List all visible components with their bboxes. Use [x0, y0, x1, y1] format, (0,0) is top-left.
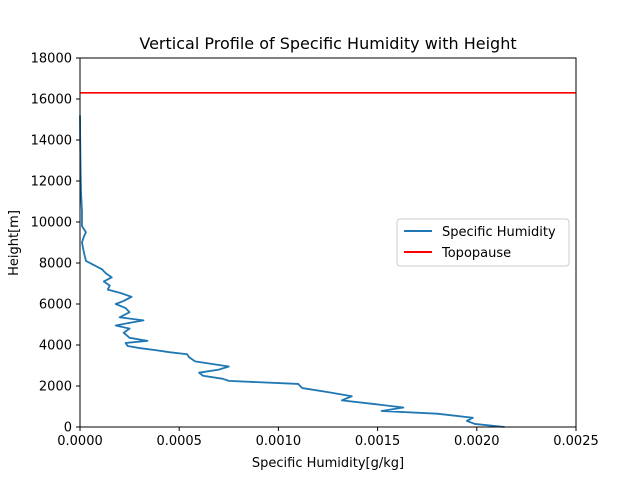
- x-tick-label: 0.0015: [355, 434, 401, 449]
- y-axis-label: Height[m]: [7, 210, 22, 276]
- plot-frame: [79, 57, 577, 428]
- x-tick-label: 0.0010: [256, 434, 302, 449]
- x-tick-label: 0.0000: [57, 434, 103, 449]
- y-tick-label: 10000: [31, 216, 72, 231]
- y-tick-label: 2000: [39, 380, 72, 395]
- legend-label-topopause: Topopause: [441, 246, 511, 261]
- y-tick-label: 12000: [31, 175, 72, 190]
- legend: Specific Humidity Topopause: [396, 218, 570, 267]
- y-tick-label: 14000: [31, 134, 72, 149]
- plot-area: [79, 92, 576, 428]
- y-tick-label: 16000: [31, 93, 72, 108]
- y-tick-label: 6000: [39, 298, 72, 313]
- x-tick-label: 0.0005: [156, 434, 202, 449]
- axis-ticks: 0.0000 0.0005 0.0010 0.0015 0.0020 0.0025 0 200…: [31, 52, 599, 450]
- x-tick-label: 0.0025: [553, 434, 599, 449]
- y-tick-label: 0: [64, 421, 72, 436]
- y-tick-label: 4000: [39, 339, 72, 354]
- x-axis-label: Specific Humidity[g/kg]: [252, 456, 404, 471]
- legend-box: [396, 218, 570, 267]
- y-tick-label: 18000: [31, 52, 72, 67]
- legend-label-specific-humidity: Specific Humidity: [442, 225, 556, 240]
- x-tick-label: 0.0020: [454, 434, 500, 449]
- y-tick-label: 8000: [39, 257, 72, 272]
- chart-title: Vertical Profile of Specific Humidity wi…: [139, 34, 516, 53]
- series-line-specific-humidity: [79, 115, 505, 428]
